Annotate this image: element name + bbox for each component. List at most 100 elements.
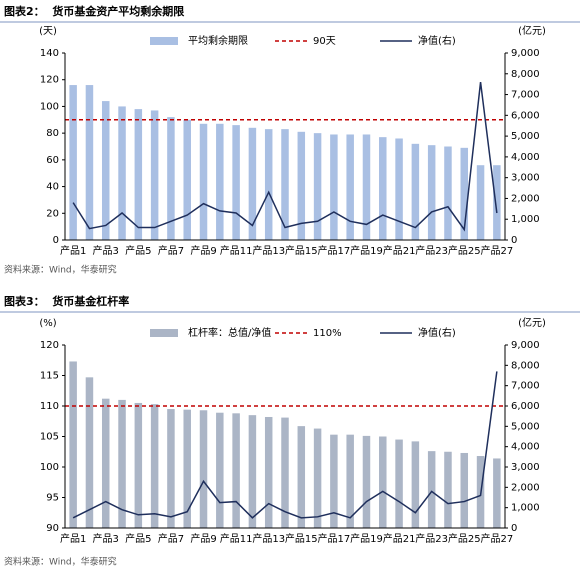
y2-tick-label: 3,000 (511, 173, 540, 184)
bar (444, 146, 452, 240)
x-tick-label: 产品7 (158, 244, 184, 257)
y-tick-label: 110 (40, 401, 59, 412)
y2-tick-label: 0 (511, 235, 517, 246)
bar (411, 143, 420, 240)
x-tick-label: 产品13 (252, 244, 285, 257)
x-tick-label: 产品23 (415, 244, 448, 257)
bar (248, 415, 257, 528)
x-tick-label: 产品21 (383, 244, 416, 257)
bar (134, 109, 143, 240)
y-tick-label: 120 (40, 75, 59, 86)
bar (281, 417, 289, 528)
bar (460, 147, 469, 240)
x-tick-label: 产品1 (60, 532, 86, 545)
bar (69, 361, 77, 528)
legend-label: 90天 (313, 36, 336, 47)
y2-tick-label: 4,000 (511, 152, 540, 163)
x-tick-label: 产品21 (383, 532, 416, 545)
bar (427, 145, 436, 240)
y-axis-unit: (天) (39, 26, 57, 37)
x-tick-label: 产品25 (448, 532, 481, 545)
bar (264, 129, 273, 240)
bar (281, 129, 289, 240)
y2-tick-label: 4,000 (511, 442, 540, 453)
y2-tick-label: 7,000 (511, 90, 540, 101)
y2-tick-label: 9,000 (511, 48, 540, 59)
y2-tick-label: 8,000 (511, 360, 540, 371)
y-tick-label: 120 (40, 340, 59, 351)
legend-label: 110% (313, 328, 342, 339)
y2-axis-unit: (亿元) (518, 316, 546, 329)
bar (183, 119, 191, 240)
x-tick-label: 产品17 (318, 532, 351, 545)
y2-tick-label: 0 (511, 523, 517, 534)
bar (248, 127, 257, 240)
y-axis-unit: (%) (39, 318, 56, 329)
y2-tick-label: 6,000 (511, 401, 540, 412)
bar (199, 410, 208, 528)
bar (69, 85, 77, 240)
bar (216, 412, 224, 528)
y-tick-label: 90 (46, 523, 59, 534)
y2-tick-label: 9,000 (511, 340, 540, 351)
bar (476, 165, 485, 240)
x-tick-label: 产品1 (60, 244, 86, 257)
x-tick-label: 产品9 (190, 532, 216, 545)
bar (264, 416, 273, 528)
bar (232, 125, 240, 240)
y-tick-label: 100 (40, 462, 59, 473)
bar (150, 110, 159, 240)
x-tick-label: 产品17 (318, 244, 351, 257)
x-tick-label: 产品23 (415, 532, 448, 545)
bar (118, 106, 126, 240)
bar (167, 409, 175, 528)
bar (199, 123, 208, 240)
bar (362, 134, 371, 240)
x-tick-label: 产品9 (190, 244, 216, 257)
x-tick-label: 产品15 (285, 244, 318, 257)
y-tick-label: 20 (46, 208, 59, 219)
bar (493, 458, 501, 528)
y-tick-label: 80 (46, 128, 59, 139)
x-tick-label: 产品3 (93, 532, 119, 545)
y2-tick-label: 8,000 (511, 69, 540, 80)
x-tick-label: 产品27 (480, 532, 513, 545)
bar (346, 434, 354, 528)
bar (346, 134, 354, 240)
bar (101, 398, 110, 528)
bar (216, 123, 224, 240)
legend-label: 杠杆率：总值/净值 (188, 326, 271, 339)
y-tick-label: 115 (40, 371, 59, 382)
x-tick-label: 产品7 (158, 532, 184, 545)
bar (330, 434, 338, 528)
y-tick-label: 60 (46, 155, 59, 166)
chart-title: 图表3： 货币基金杠杆率 (4, 294, 129, 308)
y2-tick-label: 1,000 (511, 214, 540, 225)
bar (444, 451, 452, 528)
source-note: 资料来源：Wind，华泰研究 (4, 556, 117, 568)
y2-tick-label: 5,000 (511, 421, 540, 432)
bar (395, 439, 403, 528)
chart-title: 图表2： 货币基金资产平均剩余期限 (4, 4, 184, 18)
bar (379, 137, 387, 240)
bar (297, 131, 306, 240)
bar (118, 399, 126, 528)
legend-swatch (150, 329, 178, 337)
y-tick-label: 95 (46, 493, 59, 504)
bar (183, 409, 191, 528)
y-tick-label: 140 (40, 48, 59, 59)
bar (134, 402, 143, 528)
bar (411, 441, 420, 528)
y2-tick-label: 7,000 (511, 381, 540, 392)
bar (85, 377, 94, 528)
x-tick-label: 产品11 (220, 532, 253, 545)
bar (232, 413, 240, 528)
legend-label: 平均剩余期限 (188, 34, 248, 47)
bar (313, 133, 322, 240)
y2-tick-label: 5,000 (511, 131, 540, 142)
y2-tick-label: 1,000 (511, 503, 540, 514)
bar (167, 117, 175, 240)
source-note: 资料来源：Wind，华泰研究 (4, 264, 117, 276)
bar (297, 426, 306, 528)
